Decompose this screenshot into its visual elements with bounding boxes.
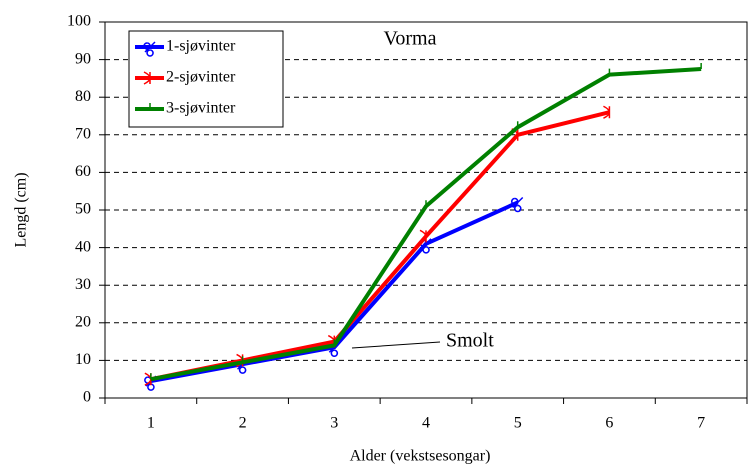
chart-title: Vorma (384, 28, 437, 50)
annotation: Smolt (446, 330, 494, 352)
x-tick-label: 6 (605, 415, 613, 432)
y-tick-label: 40 (75, 238, 91, 255)
y-tick-label: 10 (75, 351, 91, 368)
x-tick-label: 7 (697, 415, 705, 432)
y-axis-label: Lengd (cm) (13, 172, 30, 247)
marker (511, 196, 524, 213)
marker (603, 105, 611, 119)
series-line (150, 110, 610, 382)
annotation-line (351, 341, 441, 349)
legend-label: 3-sjøvinter (166, 100, 236, 117)
plot-frame (104, 21, 748, 399)
y-tick-label: 0 (83, 389, 91, 406)
x-tick-label: 3 (330, 415, 338, 432)
x-tick-label: 1 (147, 415, 155, 432)
y-tick-label: 20 (75, 313, 91, 330)
legend-marker (143, 41, 156, 57)
y-tick-label: 80 (75, 88, 91, 105)
legend: 1-sjøvinter 2-sjøvinter 3-sjøvinter (128, 30, 284, 128)
x-axis-label: Alder (vekstsesongar) (350, 448, 491, 465)
marker (419, 229, 427, 243)
series-line (150, 200, 519, 384)
x-tick-label: 4 (422, 415, 430, 432)
y-tick-label: 60 (75, 163, 91, 180)
y-tick-label: 70 (75, 125, 91, 142)
y-tick-label: 30 (75, 276, 91, 293)
x-tick-label: 2 (239, 415, 247, 432)
y-tick-label: 90 (75, 50, 91, 67)
legend-marker (143, 71, 151, 85)
legend-label: 2-sjøvinter (166, 69, 236, 86)
legend-label: 1-sjøvinter (166, 38, 236, 55)
y-tick-label: 100 (67, 13, 91, 30)
y-tick-label: 50 (75, 201, 91, 218)
x-tick-label: 5 (514, 415, 522, 432)
